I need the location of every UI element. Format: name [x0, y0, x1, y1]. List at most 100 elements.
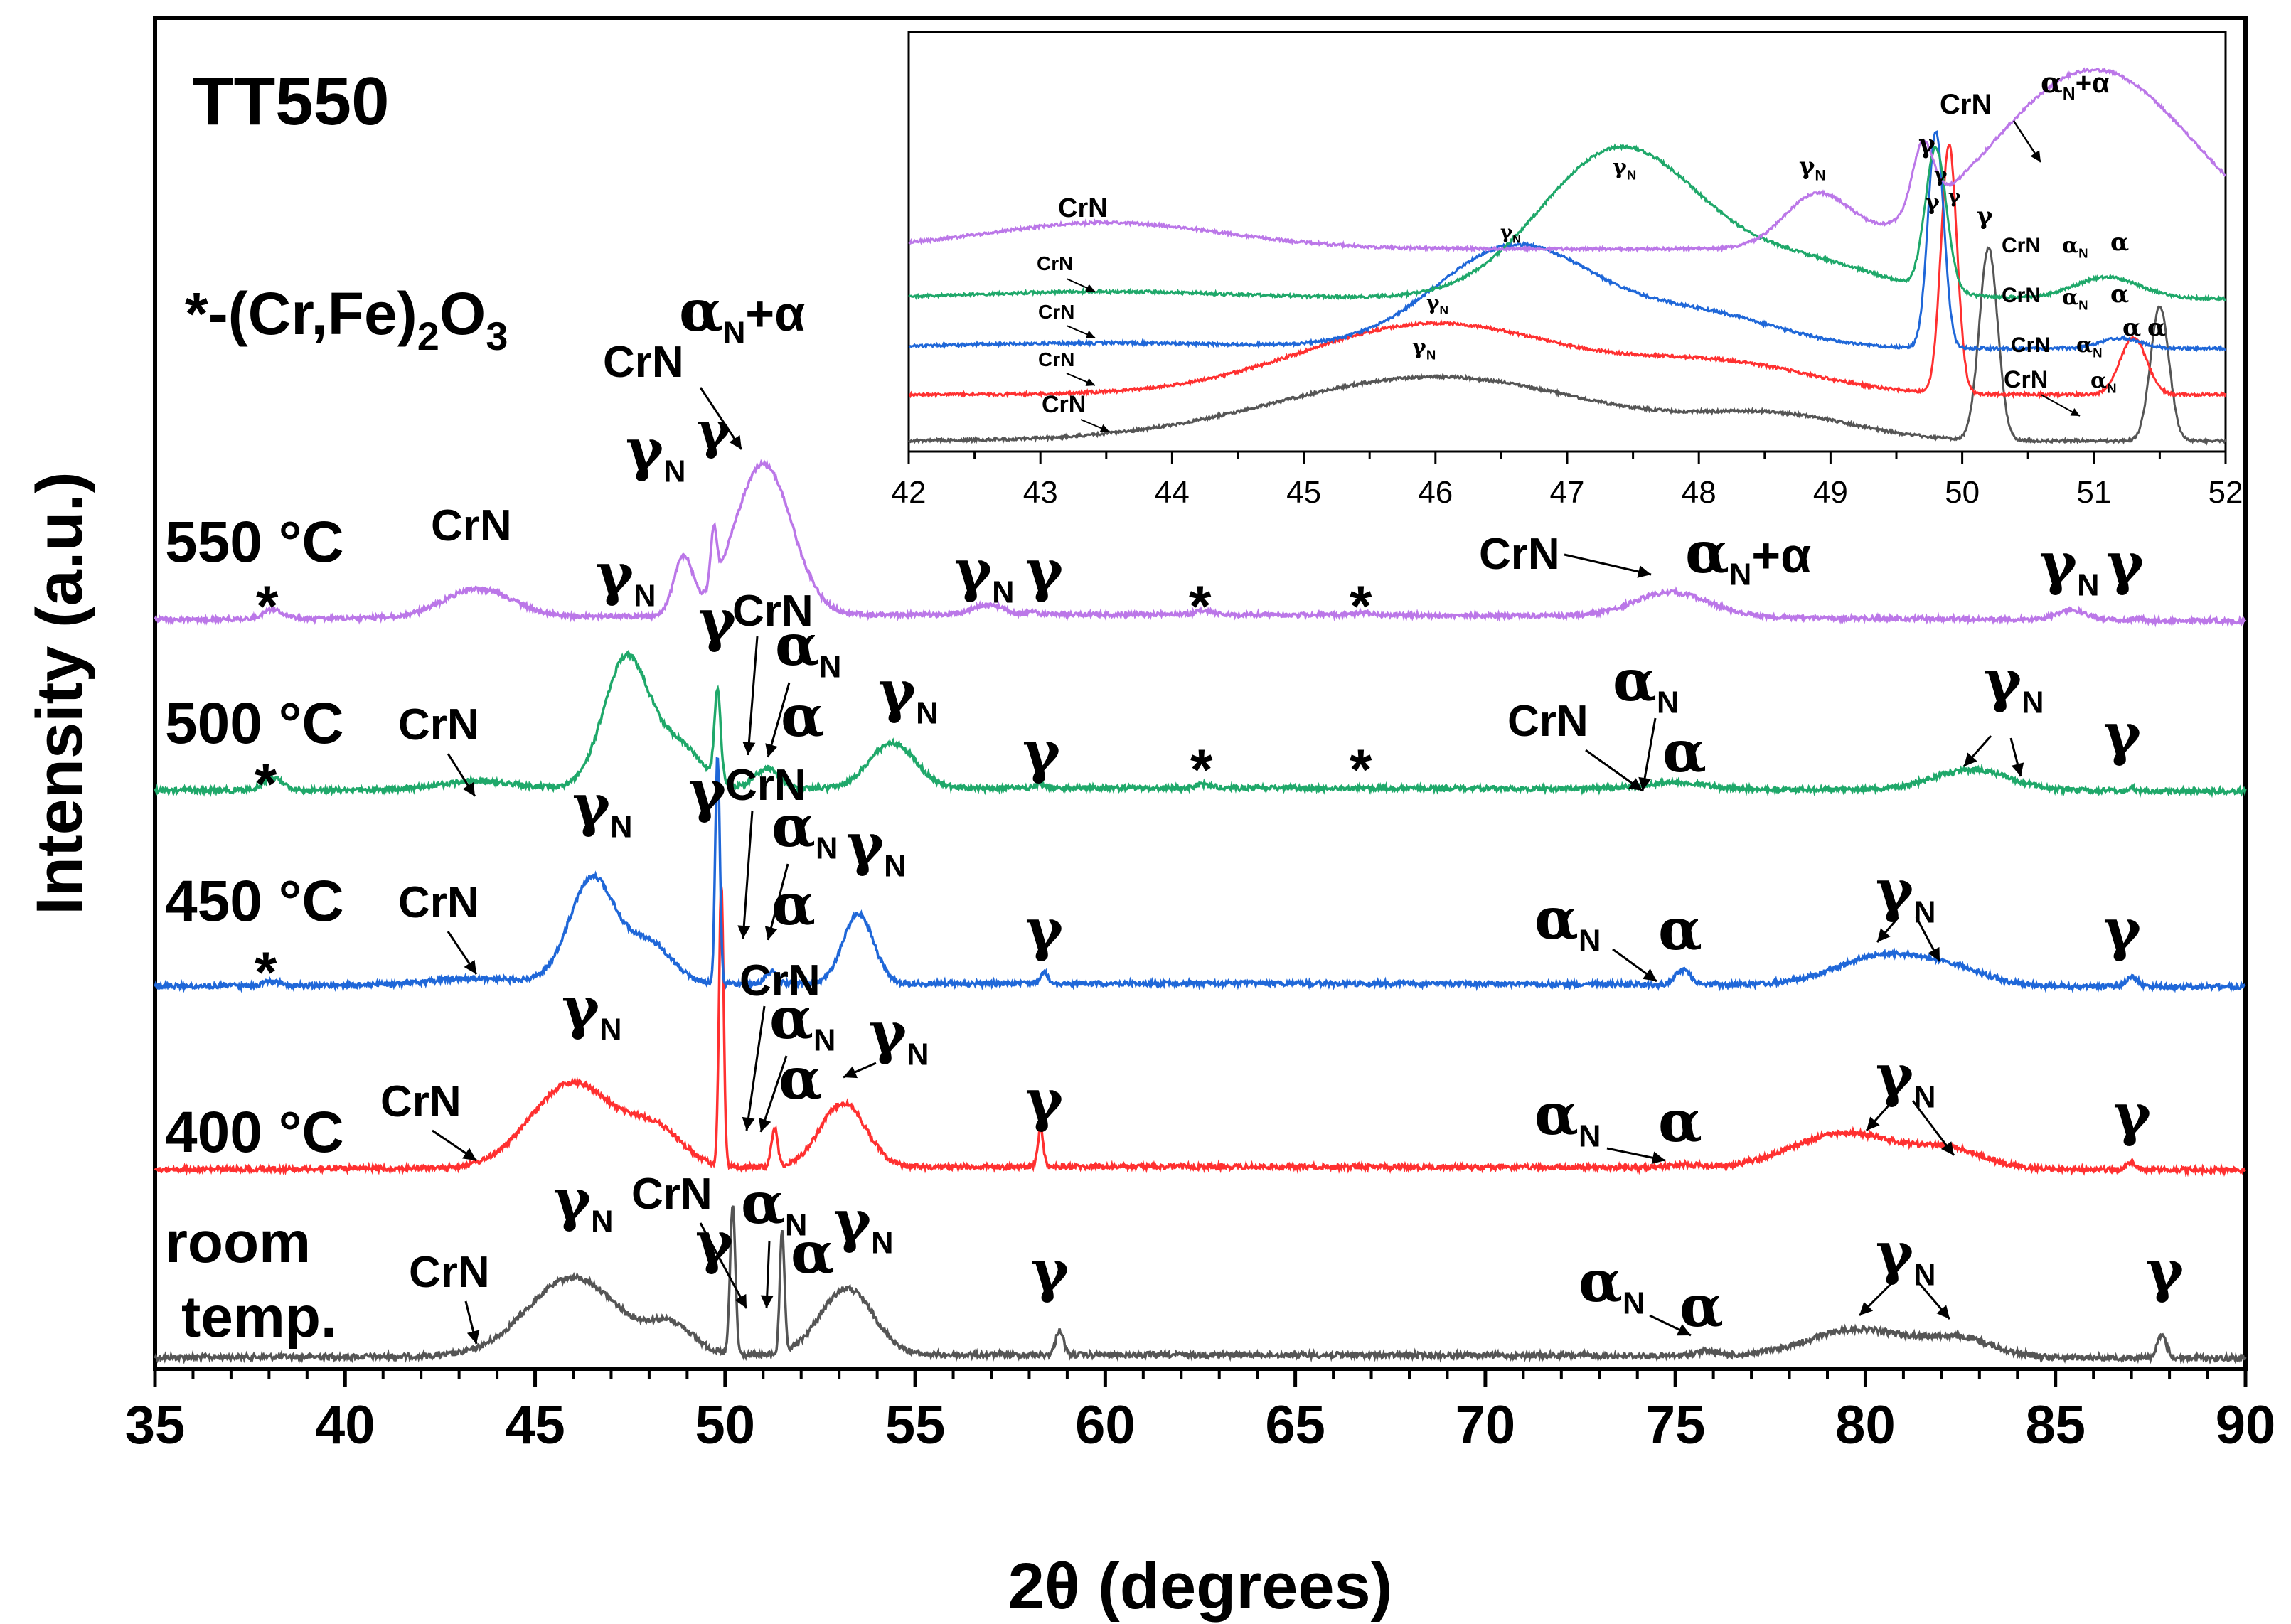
- inset-gamma-label: γ: [1977, 202, 1993, 230]
- gamma-n-label: γN: [2039, 529, 2100, 603]
- inset-background: [909, 32, 2226, 452]
- star-label: *: [1190, 738, 1213, 802]
- gamma-n-label: γN: [846, 810, 907, 884]
- series-line-4: [154, 459, 2247, 628]
- gamma-label: γ: [1025, 536, 1064, 604]
- annotation-arrowhead: [2030, 150, 2041, 162]
- star-label: *: [1189, 575, 1212, 639]
- gamma-label: γ: [1031, 1236, 1069, 1304]
- alpha-n-label: αN: [1534, 885, 1601, 958]
- inset-tick-label: 48: [1682, 475, 1716, 510]
- annotation-arrowhead: [464, 960, 476, 974]
- gamma-n-label: γN: [596, 540, 656, 614]
- crn-label: CrN: [631, 1170, 712, 1219]
- inset-tick-label: 45: [1286, 475, 1321, 510]
- series-line-1: [154, 885, 2247, 1177]
- crn-label: CrN: [732, 587, 813, 636]
- annotation-arrowhead: [737, 925, 751, 939]
- annotation-arrow: [699, 1222, 748, 1309]
- annotation-arrowhead: [742, 742, 756, 755]
- annotation-arrow: [767, 682, 791, 758]
- y-axis-label: Intensity (a.u.): [23, 471, 96, 915]
- annotation-arrowhead: [735, 1293, 747, 1308]
- series-line-2: [154, 757, 2246, 993]
- inset-alpha-label: α: [2110, 228, 2129, 257]
- gamma-label: γ: [2103, 895, 2142, 963]
- alpha-n-plus-alpha-label: αN+α: [679, 277, 805, 351]
- crn-label: CrN: [398, 700, 479, 749]
- x-tick-label: 80: [1835, 1395, 1896, 1455]
- annotation-arrowhead: [729, 435, 742, 449]
- star-label: *: [1350, 575, 1372, 639]
- annotation-arrowhead: [742, 1116, 755, 1131]
- gamma-n-label: γN: [833, 1187, 894, 1261]
- inset-tick-label: 43: [1023, 475, 1058, 510]
- series-layer: [154, 459, 2247, 1365]
- gamma-n-label: γN: [1876, 856, 1936, 930]
- alpha-n-label: αN: [1579, 1247, 1645, 1321]
- inset-alpha-n-label: αN: [2062, 233, 2088, 261]
- gamma-label: γ: [695, 1208, 734, 1276]
- x-tick-label: 50: [695, 1395, 756, 1455]
- star-label: *: [1350, 738, 1372, 802]
- inset-alpha-n-label: αN: [2090, 368, 2117, 396]
- x-axis-ticks: 35 40 45 50 55 60 65 70 75 80 85 90: [125, 1369, 2276, 1455]
- series-label-room-line2: temp.: [181, 1285, 337, 1350]
- inset-gamma-label: γ: [1926, 191, 1940, 215]
- alpha-label: α: [771, 870, 816, 938]
- alpha-n-label: αN: [775, 611, 841, 685]
- inset-alpha-n-label: αN: [2076, 333, 2103, 360]
- annotation-arrowhead: [2070, 407, 2080, 416]
- alpha-label: α: [781, 682, 825, 749]
- inset-crn-label: CrN: [1038, 348, 1074, 370]
- annotation-arrow: [767, 863, 789, 941]
- inset-crn-label: CrN: [2011, 333, 2050, 357]
- inset-gamma-n-label: γN: [1426, 291, 1448, 317]
- annotation-arrowhead: [759, 1118, 771, 1132]
- gamma-n-label: γN: [1876, 1041, 1936, 1115]
- inset-tick-label: 50: [1945, 475, 1980, 510]
- annotation-arrowhead: [1099, 424, 1109, 432]
- annotation-arrowhead: [1964, 752, 1977, 766]
- annotation-arrow: [747, 636, 759, 756]
- annotation-arrowhead: [1628, 778, 1643, 791]
- x-tick-label: 40: [315, 1395, 375, 1455]
- inset-alpha-n-plus-alpha-label: αN+α: [2041, 66, 2110, 104]
- inset-tick-label: 49: [1813, 475, 1848, 510]
- inset-crn-label: CrN: [1037, 252, 1073, 274]
- chart-title: TT550: [192, 63, 389, 139]
- inset-gamma-n-label: γN: [1412, 335, 1436, 363]
- star-label: *: [255, 752, 277, 816]
- crn-label: CrN: [380, 1077, 461, 1126]
- x-tick-label: 60: [1075, 1395, 1136, 1455]
- x-tick-label: 90: [2216, 1395, 2276, 1455]
- inset-x-axis-ticks: 42 43 44 45 46 47 48 49 50 51 52: [892, 452, 2243, 510]
- alpha-label: α: [779, 1045, 823, 1112]
- series-line-3: [154, 649, 2247, 798]
- annotation-arrow: [745, 1005, 766, 1131]
- annotation-arrowhead: [760, 1295, 774, 1308]
- gamma-n-label: γN: [878, 657, 939, 731]
- inset-gamma-n-label: γN: [1500, 222, 1521, 246]
- inset-tick-label: 47: [1550, 475, 1585, 510]
- inset-crn-label: CrN: [2004, 366, 2048, 393]
- annotation-arrowhead: [466, 1330, 480, 1344]
- inset-alpha-label: α: [2122, 314, 2141, 342]
- gamma-label: γ: [1022, 717, 1061, 785]
- alpha-label: α: [1658, 895, 1702, 963]
- inset-gamma-n-label: γN: [1799, 152, 1826, 184]
- gamma-label: γ: [2106, 529, 2145, 597]
- crn-label: CrN: [725, 761, 806, 810]
- inset-alpha-label: α: [2110, 280, 2129, 309]
- x-tick-label: 75: [1645, 1395, 1706, 1455]
- alpha-n-label: αN: [1613, 646, 1679, 720]
- alpha-label: α: [791, 1219, 835, 1286]
- annotation-arrowhead: [1085, 330, 1095, 338]
- inset-gamma-label: γ: [1934, 163, 1948, 186]
- gamma-n-label: γN: [1984, 646, 2044, 720]
- star-label: *: [256, 575, 279, 639]
- inset-crn-label: CrN: [1058, 193, 1108, 223]
- annotation-arrowhead: [1877, 928, 1891, 942]
